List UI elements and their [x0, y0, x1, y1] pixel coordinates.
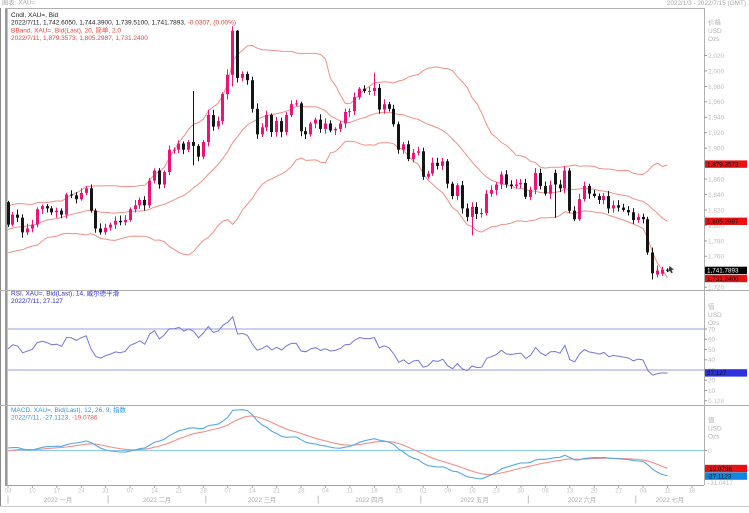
svg-text:USD: USD: [708, 28, 722, 35]
svg-text:Ozs: Ozs: [708, 320, 720, 327]
svg-text:28: 28: [298, 488, 305, 495]
svg-text:10: 10: [29, 488, 36, 495]
svg-text:2,020: 2,020: [708, 53, 724, 60]
svg-text:07: 07: [127, 488, 134, 495]
svg-text:2022 五月: 2022 五月: [460, 496, 488, 504]
svg-text:11: 11: [347, 488, 354, 495]
svg-text:07: 07: [224, 488, 231, 495]
svg-text:-31.0417: -31.0417: [708, 480, 733, 487]
svg-text:17: 17: [53, 488, 60, 495]
svg-text:1,741.7893: 1,741.7893: [707, 268, 739, 275]
svg-text:2022/7/11, 1,742.6050, 1,744.3: 2022/7/11, 1,742.6050, 1,744.3900, 1,739…: [11, 19, 236, 26]
svg-text:1,780: 1,780: [708, 238, 724, 245]
svg-text:1,960: 1,960: [708, 99, 724, 106]
svg-text:RSI, XAU=, Bid(Last), 14, 威尔德平: RSI, XAU=, Bid(Last), 14, 威尔德平滑: [11, 289, 120, 298]
svg-text:Cndl, XAU=, Bid: Cndl, XAU=, Bid: [11, 12, 59, 19]
svg-text:1,900: 1,900: [708, 146, 724, 153]
svg-text:27: 27: [615, 488, 622, 495]
svg-text:Ozs: Ozs: [708, 434, 720, 441]
svg-text:20: 20: [591, 488, 598, 495]
svg-text:21: 21: [176, 488, 183, 495]
svg-text:1,980: 1,980: [708, 84, 724, 91]
svg-text:18: 18: [371, 488, 378, 495]
svg-text:2022 七月: 2022 七月: [656, 495, 684, 504]
svg-text:1,760: 1,760: [708, 254, 724, 261]
svg-text:BBand, XAU=, Bid(Last), 20, 简单: BBand, XAU=, Bid(Last), 20, 简单, 2.0: [11, 25, 121, 34]
svg-text:USD: USD: [708, 312, 722, 319]
svg-text:30: 30: [518, 488, 525, 495]
svg-text:值: 值: [708, 302, 715, 311]
svg-text:21: 21: [273, 488, 280, 495]
svg-text:70: 70: [708, 326, 716, 333]
svg-text:图表: XAU=: 图表: XAU=: [2, 0, 35, 7]
svg-text:1,800: 1,800: [708, 223, 724, 230]
svg-text:1,805.2987: 1,805.2987: [707, 219, 739, 226]
svg-text:50: 50: [708, 347, 716, 354]
svg-text:28: 28: [200, 488, 207, 495]
svg-text:Ozs: Ozs: [708, 36, 720, 43]
svg-text:2022/7/11, 1,879.3573, 1,805.2: 2022/7/11, 1,879.3573, 1,805.2987, 1,731…: [11, 35, 148, 42]
svg-text:14: 14: [249, 488, 256, 495]
svg-text:13: 13: [566, 488, 573, 495]
svg-text:60: 60: [708, 337, 716, 344]
svg-text:0.128: 0.128: [708, 398, 724, 405]
svg-text:1,731.2400: 1,731.2400: [707, 276, 739, 283]
svg-text:10: 10: [708, 388, 716, 395]
svg-text:2,000: 2,000: [708, 68, 724, 75]
svg-text:40: 40: [708, 357, 716, 364]
svg-text:1,920: 1,920: [708, 130, 724, 137]
svg-text:0: 0: [708, 448, 712, 455]
svg-text:1,720: 1,720: [708, 285, 724, 292]
svg-text:04: 04: [322, 488, 329, 495]
svg-text:-27.1123: -27.1123: [707, 473, 732, 480]
svg-text:1,840: 1,840: [708, 192, 724, 199]
svg-text:02: 02: [420, 488, 427, 495]
svg-text:2022 三月: 2022 三月: [248, 496, 276, 504]
svg-text:1,820: 1,820: [708, 207, 724, 214]
svg-text:18: 18: [689, 488, 696, 495]
svg-text:20: 20: [708, 378, 716, 385]
svg-text:值: 值: [708, 415, 715, 424]
svg-text:USD: USD: [708, 425, 722, 432]
svg-text:2022/7/11, -27.1123, -19.0786: 2022/7/11, -27.1123, -19.0786: [11, 414, 98, 421]
svg-text:-19.0786: -19.0786: [707, 466, 732, 473]
svg-text:24: 24: [78, 488, 85, 495]
svg-text:价格: 价格: [708, 18, 722, 27]
svg-text:2022/1/3 - 2022/7/15 (GMT): 2022/1/3 - 2022/7/15 (GMT): [667, 0, 746, 7]
svg-text:2022 二月: 2022 二月: [143, 496, 171, 504]
svg-text:2022 四月: 2022 四月: [355, 496, 383, 504]
svg-text:2022/7/11, 27.127: 2022/7/11, 27.127: [11, 298, 63, 305]
svg-text:25: 25: [395, 488, 402, 495]
svg-text:04: 04: [640, 488, 647, 495]
svg-text:1,860: 1,860: [708, 177, 724, 184]
svg-text:09: 09: [444, 488, 451, 495]
svg-text:16: 16: [469, 488, 476, 495]
svg-text:1,879.3573: 1,879.3573: [707, 161, 739, 168]
svg-text:1,940: 1,940: [708, 115, 724, 122]
svg-text:31: 31: [102, 488, 109, 495]
svg-text:03: 03: [5, 488, 12, 495]
svg-text:14: 14: [151, 488, 158, 495]
svg-text:06: 06: [542, 488, 549, 495]
svg-text:2022 六月: 2022 六月: [568, 495, 596, 504]
svg-text:23: 23: [493, 488, 500, 495]
svg-text:11: 11: [664, 488, 671, 495]
svg-text:27.127: 27.127: [707, 370, 727, 377]
svg-text:2022 一月: 2022 一月: [44, 496, 72, 504]
svg-text:MACD, XAU=, Bid(Last), 12, 26,: MACD, XAU=, Bid(Last), 12, 26, 9, 指数: [11, 405, 127, 414]
